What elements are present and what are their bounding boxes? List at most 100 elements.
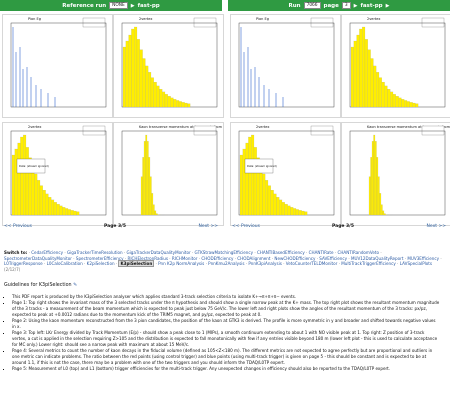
histogram-bin bbox=[73, 210, 77, 216]
analyser-link[interactable]: L0TriggerResponse bbox=[4, 261, 43, 267]
histogram-bin bbox=[295, 209, 299, 216]
histogram-bin bbox=[148, 157, 151, 216]
link-separator: · bbox=[114, 261, 119, 267]
analyser-link[interactable]: RICHElectronRadius bbox=[127, 255, 168, 261]
histogram-bin bbox=[51, 199, 55, 216]
analyser-link[interactable]: SAVEfficiency bbox=[319, 255, 348, 261]
histogram-title: 2vertex bbox=[256, 125, 269, 129]
link-separator: · bbox=[244, 261, 249, 267]
previous-page-link[interactable]: << Previous bbox=[232, 224, 260, 229]
histogram-bin bbox=[281, 202, 285, 216]
analyser-link[interactable]: L0CaloCalibration bbox=[46, 261, 83, 267]
run-select[interactable]: 7066 bbox=[303, 2, 321, 9]
histogram-bin bbox=[187, 103, 191, 108]
histogram-bin bbox=[395, 96, 399, 108]
histogram-bin bbox=[265, 180, 269, 216]
histogram-bin bbox=[370, 58, 374, 108]
next-page-link[interactable]: Next >> bbox=[198, 224, 218, 229]
histogram-bin bbox=[150, 77, 154, 108]
link-separator: · bbox=[71, 255, 76, 261]
histogram-bin bbox=[398, 97, 402, 108]
analyser-link[interactable]: K3piSelection bbox=[118, 260, 155, 268]
histogram-bin bbox=[125, 40, 129, 108]
analyser-link[interactable]: NewCHODEfficiency bbox=[274, 255, 316, 261]
histogram-bin bbox=[381, 82, 385, 108]
analyser-switch-bar: Switch to: · CedarEfficiency · GigaTrack… bbox=[4, 250, 446, 273]
link-separator: · bbox=[439, 255, 442, 261]
analyser-link[interactable]: CHANTIRate bbox=[308, 250, 334, 255]
histogram-bin bbox=[11, 154, 15, 216]
analyser-link[interactable]: K2piSelection bbox=[86, 261, 115, 267]
histogram-bin bbox=[70, 210, 74, 216]
histogram-canvas: 2vertex Data: (stream ignored) bbox=[10, 125, 107, 216]
histogram-bin bbox=[164, 94, 168, 108]
histogram-bin bbox=[48, 197, 52, 216]
reference-run-label: Reference run bbox=[62, 2, 107, 9]
histogram-bin bbox=[37, 180, 41, 216]
edit-icon[interactable]: ✎ bbox=[73, 283, 78, 288]
previous-page-link[interactable]: << Previous bbox=[4, 224, 32, 229]
histogram-bin bbox=[140, 176, 143, 216]
analyser-link[interactable]: GTKStrawMatchingEfficiency bbox=[194, 250, 254, 255]
analyser-link[interactable]: CHODEfficiency bbox=[201, 255, 234, 261]
run-pagination: << Previous Page 3/5 Next >> bbox=[228, 224, 450, 232]
analyser-link[interactable]: MUV12DataQualityReport bbox=[350, 255, 404, 261]
link-separator: · bbox=[82, 261, 87, 267]
histogram-bin bbox=[262, 173, 266, 216]
histogram-bin bbox=[131, 28, 135, 108]
link-separator: · bbox=[154, 261, 159, 267]
histogram-bin bbox=[134, 26, 138, 108]
next-page-link[interactable]: Next >> bbox=[426, 224, 446, 229]
link-separator: · bbox=[347, 255, 351, 261]
analyser-link[interactable]: PnnK3piAnalysis bbox=[248, 261, 282, 267]
link-separator: · bbox=[233, 255, 238, 261]
histogram-bin bbox=[184, 102, 188, 108]
switch-label: Switch to: bbox=[4, 250, 28, 255]
analyser-link[interactable]: LAVSpecialPlots bbox=[399, 261, 433, 267]
histogram-bin bbox=[382, 210, 385, 216]
histogram-bin bbox=[401, 99, 405, 108]
histogram-panel: 2vertex Data: (stream ignored) bbox=[230, 122, 341, 226]
guideline-item: Page 1: Top right shows the invariant ma… bbox=[12, 300, 440, 317]
guidelines-title-text: Guidelines for K3piSelection bbox=[4, 283, 72, 288]
page-select[interactable]: 3 bbox=[341, 2, 351, 9]
stats-box bbox=[82, 125, 106, 136]
analyser-link[interactable]: GigaTrackerDataQualityMonitor bbox=[126, 250, 191, 255]
histogram-bin bbox=[376, 157, 379, 216]
histogram-bin bbox=[178, 101, 182, 108]
guideline-item: Page 4: Several metrics to count the num… bbox=[12, 348, 440, 365]
analyser-link[interactable]: CHANTIBasedEfficiency bbox=[256, 250, 305, 255]
analyser-link[interactable]: SpectrometerDataQualityMonitor bbox=[4, 255, 72, 261]
analyser-link[interactable]: CHODAlignment bbox=[237, 255, 271, 261]
reference-stream-label[interactable]: fast-pp bbox=[137, 2, 160, 9]
histogram-title: Kaon transverse momentum at beam axis fr… bbox=[367, 125, 450, 129]
analyser-link[interactable]: VetoCounterTELDMonitor bbox=[285, 261, 338, 267]
analyser-link[interactable]: PnnKmu2Analysis bbox=[208, 261, 245, 267]
histogram-title: 2vertex bbox=[367, 17, 380, 21]
run-plots-pane: Pion Eg 2vertex 2vertex Data: (stream ignor… bbox=[228, 12, 450, 231]
analyser-link[interactable]: SpectrometerEfficiency bbox=[75, 255, 124, 261]
histogram-bin bbox=[298, 210, 302, 216]
link-separator: · bbox=[63, 250, 67, 255]
link-separator: · bbox=[167, 255, 172, 261]
analyser-link[interactable]: MultiTrackTriggerEfficiency bbox=[341, 261, 396, 267]
analyser-link[interactable]: MUV3Efficiency bbox=[407, 255, 440, 261]
histogram-title: Pion Eg bbox=[28, 17, 41, 21]
stream-label[interactable]: fast-pp bbox=[360, 2, 383, 9]
analyser-link[interactable]: GigaTrackerTimeResolution bbox=[66, 250, 123, 255]
link-separator: · bbox=[304, 250, 309, 255]
link-separator: · bbox=[395, 261, 400, 267]
analyser-link[interactable]: CHANTIRandomVeto bbox=[337, 250, 380, 255]
reference-run-select[interactable]: NONE bbox=[109, 2, 128, 9]
link-separator: · bbox=[333, 250, 338, 255]
stats-box bbox=[310, 125, 334, 136]
histogram-bin bbox=[67, 209, 71, 216]
histogram-bin bbox=[245, 142, 249, 216]
analyser-link[interactable]: Pnn K2p NormAnalysis bbox=[158, 261, 205, 267]
analyser-link[interactable]: RICHMonitor bbox=[171, 255, 198, 261]
page-indicator: Page 3/5 bbox=[104, 224, 126, 229]
analyser-link[interactable]: CedarEfficiency bbox=[31, 250, 64, 255]
histogram-bin bbox=[136, 39, 140, 108]
guidelines-list: This PDF report is produced by the K3piS… bbox=[12, 294, 440, 372]
histogram-bin bbox=[17, 142, 21, 216]
